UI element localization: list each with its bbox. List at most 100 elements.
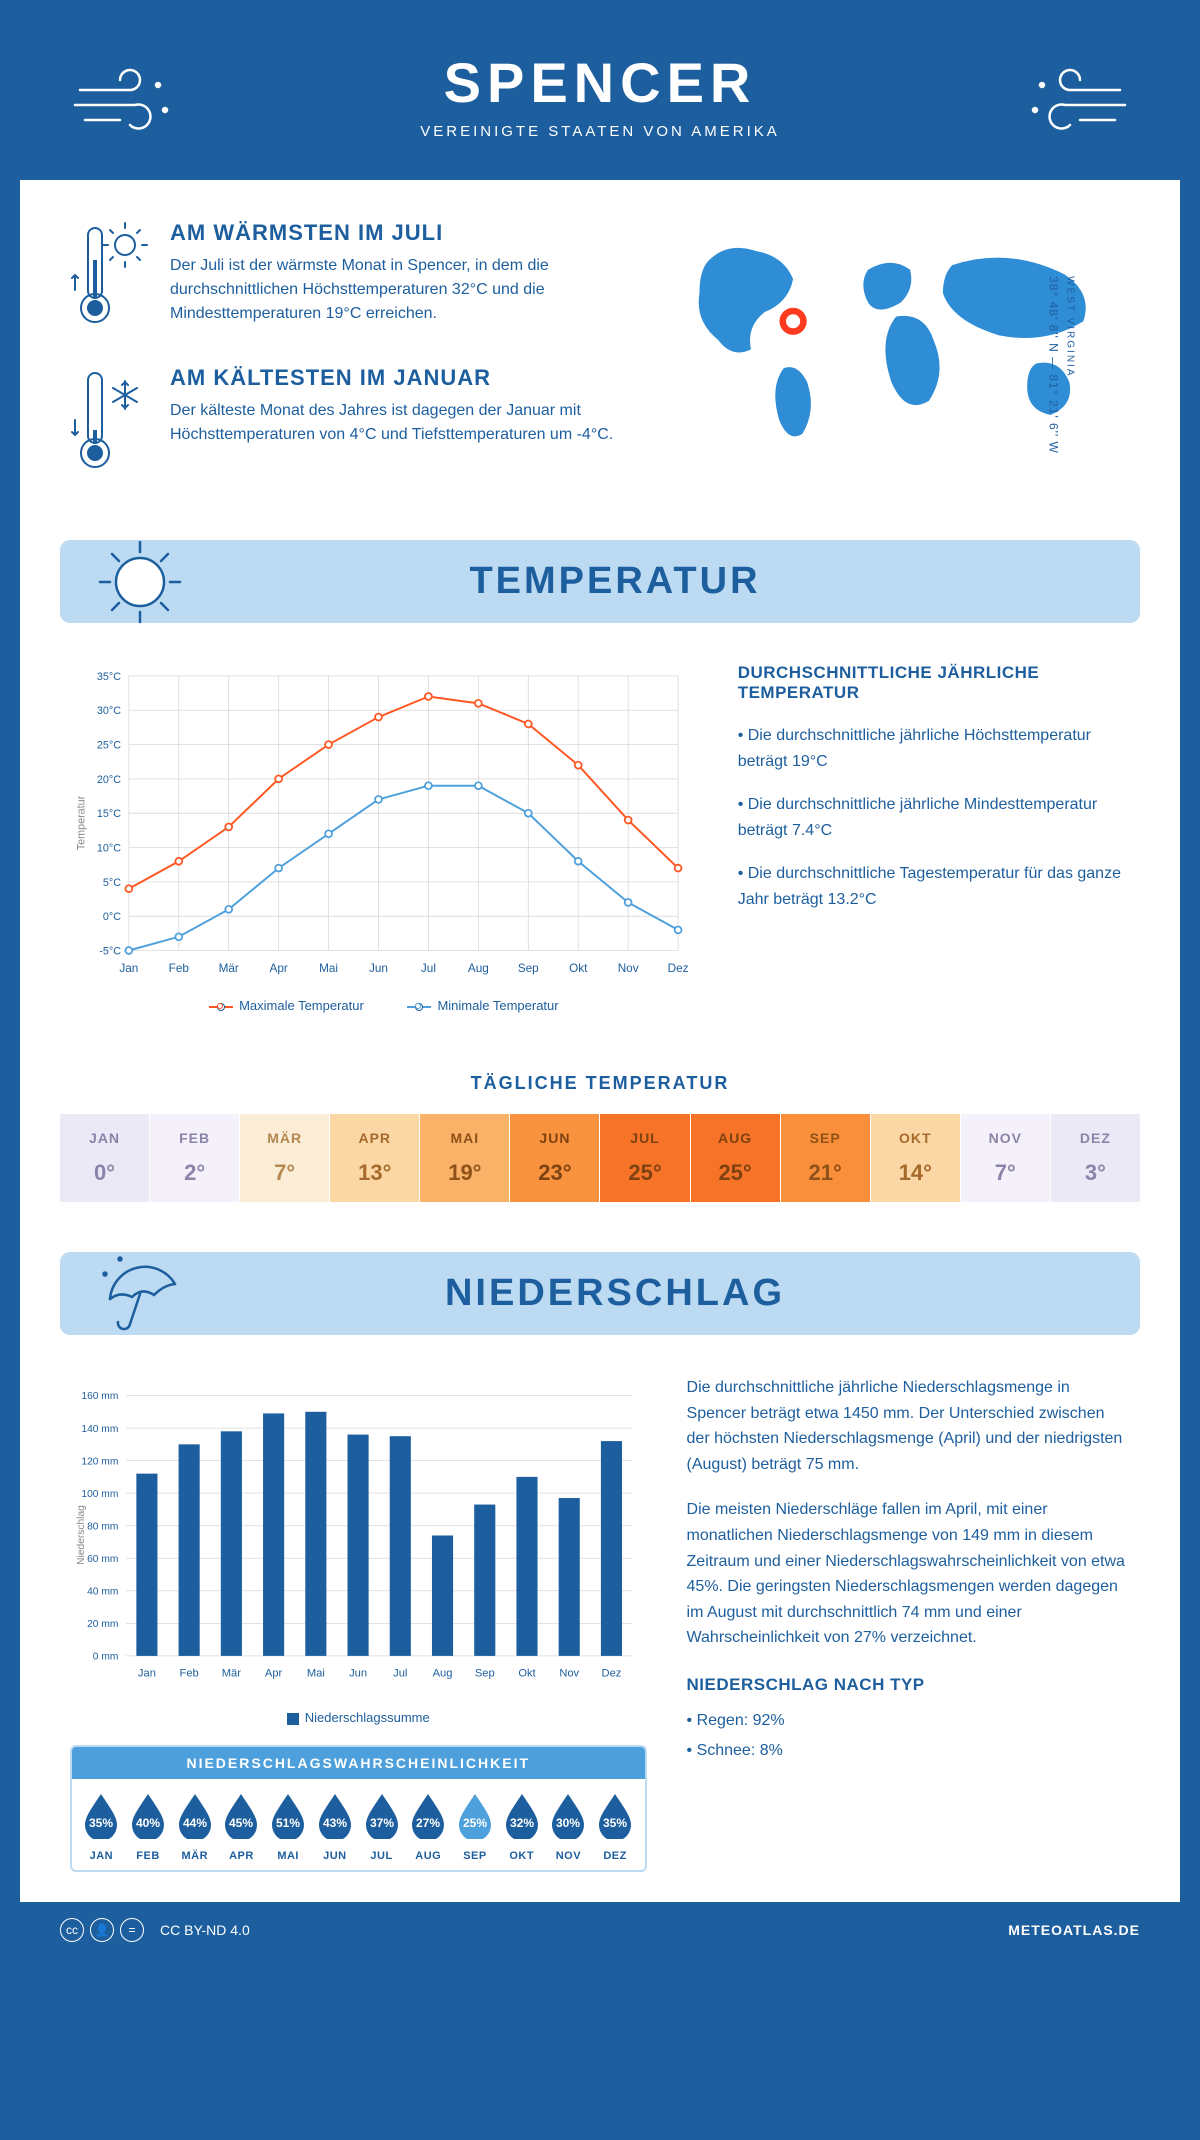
svg-text:35%: 35% [603, 1816, 627, 1830]
svg-text:Aug: Aug [468, 962, 489, 975]
svg-text:Mai: Mai [307, 1667, 325, 1679]
precipitation-info: Die durchschnittliche jährliche Niedersc… [687, 1375, 1130, 1872]
svg-text:60 mm: 60 mm [87, 1554, 118, 1565]
daily-cell: APR13° [330, 1114, 419, 1202]
by-icon: 👤 [90, 1918, 114, 1942]
warmest-block: AM WÄRMSTEN IM JULI Der Juli ist der wär… [70, 220, 632, 335]
wind-icon [70, 60, 180, 140]
daily-cell: FEB2° [150, 1114, 239, 1202]
svg-text:140 mm: 140 mm [81, 1424, 118, 1435]
daily-cell: SEP21° [781, 1114, 870, 1202]
svg-text:30°C: 30°C [97, 705, 121, 717]
probability-cell: 45% APR [218, 1791, 265, 1862]
svg-text:Nov: Nov [618, 962, 639, 975]
sun-icon [90, 532, 190, 632]
page-title: SPENCER [60, 50, 1140, 115]
umbrella-icon [90, 1244, 190, 1344]
probability-cell: 25% SEP [452, 1791, 499, 1862]
thermometer-sun-icon [70, 220, 150, 330]
svg-text:Mär: Mär [222, 1667, 241, 1679]
footer: cc 👤 = CC BY-ND 4.0 METEOATLAS.DE [20, 1902, 1180, 1958]
svg-text:40%: 40% [136, 1816, 160, 1830]
daily-cell: JAN0° [60, 1114, 149, 1202]
probability-cell: 27% AUG [405, 1791, 452, 1862]
svg-text:25°C: 25°C [97, 739, 121, 751]
svg-text:Sep: Sep [518, 962, 539, 975]
thermometer-snow-icon [70, 365, 150, 475]
probability-cell: 35% JAN [78, 1791, 125, 1862]
svg-text:Sep: Sep [475, 1667, 495, 1679]
svg-text:27%: 27% [416, 1816, 440, 1830]
svg-text:37%: 37% [370, 1816, 394, 1830]
svg-text:32%: 32% [510, 1816, 534, 1830]
svg-text:Niederschlag: Niederschlag [76, 1505, 87, 1565]
svg-text:-5°C: -5°C [99, 945, 121, 957]
svg-text:Mai: Mai [319, 962, 338, 975]
svg-text:Jul: Jul [421, 962, 436, 975]
precipitation-title: NIEDERSCHLAG [220, 1272, 1110, 1315]
temperature-line-chart: -5°C 0°C 5°C 10°C 15°C 20°C 25°C 30°C 35°C Jan Feb… [70, 663, 698, 988]
coldest-text: Der kälteste Monat des Jahres ist dagege… [170, 399, 632, 447]
svg-text:30%: 30% [556, 1816, 580, 1830]
daily-cell: MÄR7° [240, 1114, 329, 1202]
probability-cell: 35% DEZ [592, 1791, 639, 1862]
daily-cell: JUN23° [510, 1114, 599, 1202]
wind-icon [1020, 60, 1130, 140]
probability-cell: 37% JUL [358, 1791, 405, 1862]
svg-text:Jun: Jun [369, 962, 388, 975]
svg-text:Mär: Mär [219, 962, 239, 975]
svg-text:Dez: Dez [668, 962, 689, 975]
daily-cell: MAI19° [420, 1114, 509, 1202]
page-subtitle: VEREINIGTE STAATEN VON AMERIKA [60, 123, 1140, 140]
svg-text:Jan: Jan [138, 1667, 156, 1679]
daily-cell: JUL25° [600, 1114, 689, 1202]
temperature-title: TEMPERATUR [220, 560, 1110, 603]
svg-text:Jan: Jan [119, 962, 138, 975]
header: SPENCER VEREINIGTE STAATEN VON AMERIKA [20, 20, 1180, 180]
svg-text:Dez: Dez [602, 1667, 622, 1679]
svg-text:20 mm: 20 mm [87, 1619, 118, 1630]
warmest-title: AM WÄRMSTEN IM JULI [170, 220, 632, 246]
precipitation-bar-chart: 0 mm20 mm40 mm60 mm80 mm100 mm120 mm140 … [70, 1375, 647, 1700]
coldest-title: AM KÄLTESTEN IM JANUAR [170, 365, 632, 391]
svg-text:Apr: Apr [265, 1667, 283, 1679]
probability-cell: 44% MÄR [171, 1791, 218, 1862]
svg-text:Nov: Nov [559, 1667, 579, 1679]
license-icons: cc 👤 = CC BY-ND 4.0 [60, 1918, 250, 1942]
svg-text:Aug: Aug [433, 1667, 453, 1679]
svg-text:Jun: Jun [349, 1667, 367, 1679]
nd-icon: = [120, 1918, 144, 1942]
probability-cell: 32% OKT [498, 1791, 545, 1862]
svg-text:10°C: 10°C [97, 842, 121, 854]
daily-cell: OKT14° [871, 1114, 960, 1202]
daily-cell: NOV7° [961, 1114, 1050, 1202]
svg-text:43%: 43% [323, 1816, 347, 1830]
svg-text:51%: 51% [276, 1816, 300, 1830]
precipitation-probability: NIEDERSCHLAGSWAHRSCHEINLICHKEIT 35% JAN … [70, 1745, 647, 1872]
svg-text:25%: 25% [463, 1816, 487, 1830]
svg-text:Apr: Apr [269, 962, 287, 975]
coldest-block: AM KÄLTESTEN IM JANUAR Der kälteste Mona… [70, 365, 632, 480]
temperature-legend: Maximale Temperatur Minimale Temperatur [70, 998, 698, 1013]
daily-cell: DEZ3° [1051, 1114, 1140, 1202]
svg-text:15°C: 15°C [97, 808, 121, 820]
daily-temp-table: JAN0°FEB2°MÄR7°APR13°MAI19°JUN23°JUL25°A… [60, 1114, 1140, 1202]
svg-text:0°C: 0°C [103, 911, 121, 923]
cc-icon: cc [60, 1918, 84, 1942]
svg-text:20°C: 20°C [97, 774, 121, 786]
svg-text:5°C: 5°C [103, 877, 121, 889]
svg-text:Feb: Feb [169, 962, 190, 975]
svg-text:45%: 45% [229, 1816, 253, 1830]
daily-temp-title: TÄGLICHE TEMPERATUR [20, 1073, 1180, 1094]
overview-section: AM WÄRMSTEN IM JULI Der Juli ist der wär… [20, 180, 1180, 540]
svg-text:35%: 35% [89, 1816, 113, 1830]
svg-text:35°C: 35°C [97, 671, 121, 683]
daily-cell: AUG25° [691, 1114, 780, 1202]
probability-cell: 43% JUN [312, 1791, 359, 1862]
svg-text:Feb: Feb [180, 1667, 199, 1679]
temperature-info: DURCHSCHNITTLICHE JÄHRLICHE TEMPERATUR •… [738, 663, 1130, 1013]
svg-text:44%: 44% [183, 1816, 207, 1830]
svg-text:0 mm: 0 mm [93, 1652, 119, 1663]
svg-text:100 mm: 100 mm [81, 1489, 118, 1500]
temperature-banner: TEMPERATUR [60, 540, 1140, 623]
